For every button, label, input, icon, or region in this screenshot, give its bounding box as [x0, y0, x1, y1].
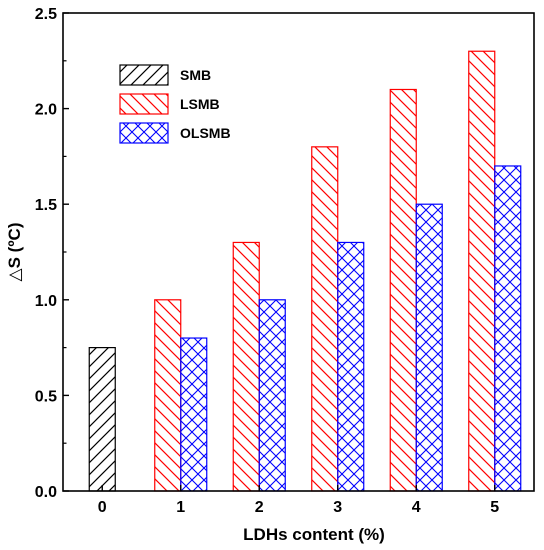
bar-lsmb-5	[468, 50, 496, 492]
bar-olsmb-3	[337, 241, 365, 492]
y-tick-label: 1.5	[35, 197, 57, 214]
x-tick-label: 0	[98, 499, 107, 516]
bar-lsmb-1	[154, 299, 182, 492]
y-tick-label: 2.5	[35, 6, 57, 23]
x-tick-label: 5	[490, 499, 499, 516]
x-tick-label: 2	[255, 499, 264, 516]
y-tick-label: 1.0	[35, 293, 57, 310]
legend-swatch-smb	[119, 64, 169, 86]
axes-layer: 0.0 0.5 1.0 1.5 2.0 2.5 0 1 2 3 4 5	[35, 6, 535, 516]
chart-legend: SMB LSMB OLSMB	[119, 64, 231, 144]
bar-olsmb-1	[180, 337, 208, 492]
bar-olsmb-2	[258, 299, 286, 492]
bar-lsmb-2	[232, 241, 260, 492]
x-tick-label: 3	[333, 499, 342, 516]
bar-smb-0	[88, 347, 116, 492]
bar-olsmb-5	[494, 165, 522, 492]
bar-olsmb-4	[415, 203, 443, 492]
y-tick-label: 0.0	[35, 484, 57, 501]
legend-label-lsmb: LSMB	[180, 96, 220, 112]
y-tick-label: 2.0	[35, 102, 57, 119]
legend-swatch-lsmb	[119, 93, 169, 115]
legend-swatch-olsmb	[119, 122, 169, 144]
bar-lsmb-3	[311, 146, 339, 492]
x-axis-title: LDHs content (%)	[243, 525, 385, 544]
legend-label-smb: SMB	[180, 67, 211, 83]
y-tick-label: 0.5	[35, 388, 57, 405]
x-tick-label: 4	[412, 499, 421, 516]
y-axis-title: △S (ºC)	[5, 223, 24, 282]
bar-lsmb-4	[389, 88, 417, 492]
x-tick-label: 1	[176, 499, 185, 516]
bars-layer	[88, 50, 522, 492]
legend-label-olsmb: OLSMB	[180, 125, 231, 141]
